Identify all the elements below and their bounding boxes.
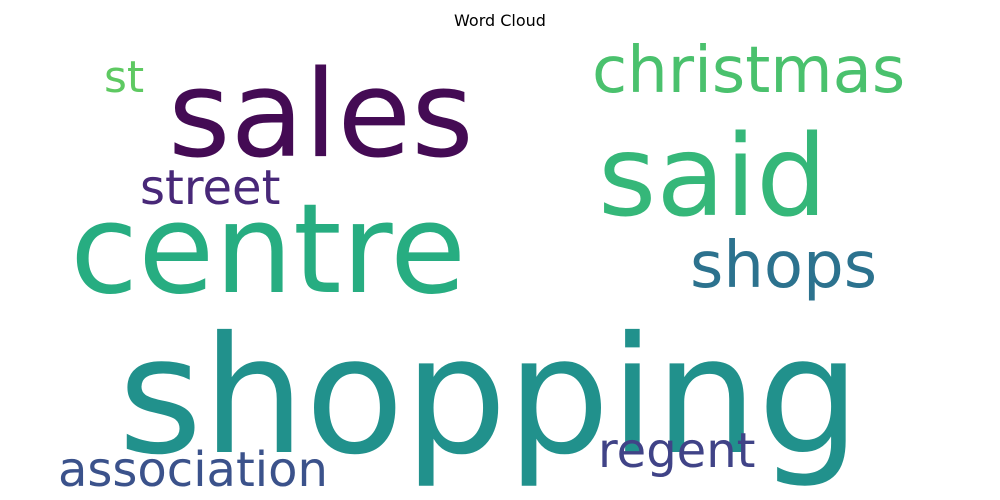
word-said: said [598, 112, 827, 242]
word-centre: centre [70, 178, 466, 322]
word-st: st [104, 52, 144, 103]
word-christmas: christmas [592, 34, 905, 108]
word-association: association [58, 442, 328, 498]
word-shops: shops [690, 229, 877, 303]
word-street: street [140, 160, 280, 216]
word-sales: sales [168, 46, 474, 185]
chart-title: Word Cloud [454, 11, 546, 30]
word-shopping: shopping [118, 303, 860, 491]
word-regent: regent [598, 423, 755, 479]
